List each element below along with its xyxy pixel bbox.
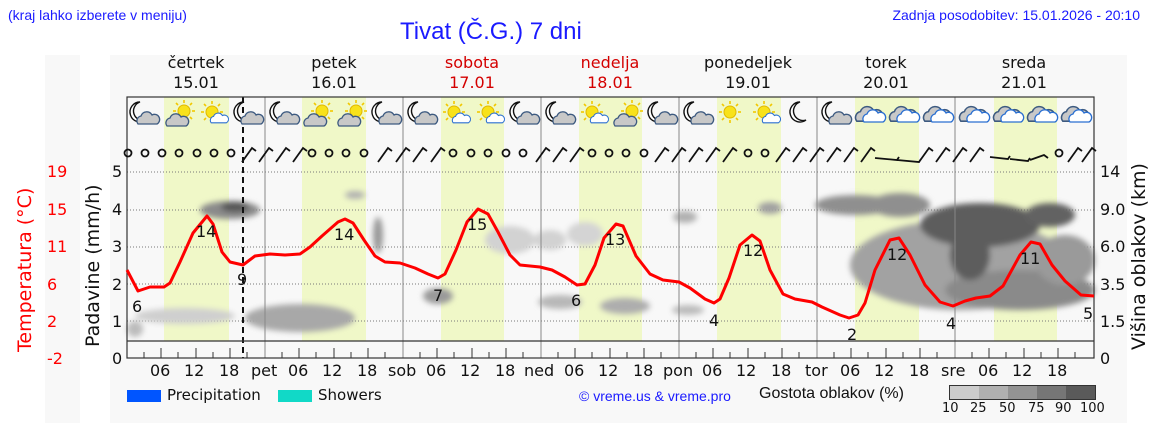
precip-axis-title: Padavine (mm/h) <box>82 184 104 347</box>
legend-precipitation: Precipitation <box>167 386 261 404</box>
temp-label: 15 <box>467 215 488 234</box>
cloud-height-tick: 1.5 <box>1100 312 1126 331</box>
temp-axis-panel <box>45 55 80 423</box>
temp-label: 7 <box>433 286 444 305</box>
x-tick: 12 <box>598 361 619 380</box>
x-tick: 18 <box>771 361 792 380</box>
day-label: četrtek 15.01 <box>167 53 225 92</box>
temp-label: 5 <box>1083 304 1094 323</box>
legend-showers: Showers <box>318 386 382 404</box>
day-label: sreda 21.01 <box>1001 53 1047 92</box>
temp-label: 6 <box>571 291 582 310</box>
precipitation-swatch <box>127 390 161 402</box>
x-tick: 18 <box>219 361 240 380</box>
cloud-height-tick: 14 <box>1100 162 1121 181</box>
x-tick: 06 <box>840 361 861 380</box>
x-tick: 18 <box>495 361 516 380</box>
credit-link[interactable]: © vreme.us & vreme.pro <box>579 388 731 404</box>
scale-label: 10 <box>942 401 959 416</box>
wind-row <box>123 146 1097 163</box>
x-tick: 06 <box>288 361 309 380</box>
x-tick: sob <box>388 361 417 380</box>
x-tick: ned <box>524 361 555 380</box>
cloud-density-title: Gostota oblakov (%) <box>759 385 904 402</box>
precip-tick: 2 <box>112 275 123 294</box>
temp-tick: 11 <box>47 237 68 256</box>
x-tick: 12 <box>736 361 757 380</box>
temp-tick: 15 <box>47 200 68 219</box>
temp-label: 14 <box>334 225 355 244</box>
day-label: nedelja 18.01 <box>580 53 640 92</box>
x-tick: pon <box>663 361 694 380</box>
temp-label: 12 <box>887 245 908 264</box>
temp-label: 11 <box>1020 249 1041 268</box>
x-tick: 12 <box>1012 361 1033 380</box>
precip-tick: 4 <box>112 200 123 219</box>
x-tick: 06 <box>702 361 723 380</box>
temp-tick: 2 <box>47 312 58 331</box>
temp-label: 6 <box>132 297 143 316</box>
scale-label: 100 <box>1080 401 1105 416</box>
x-tick: pet <box>251 361 278 380</box>
grid-lines <box>127 171 1094 322</box>
region-hint[interactable]: (kraj lahko izberete v meniju) <box>8 7 187 23</box>
precip-tick: 1 <box>112 312 123 331</box>
day-separators <box>264 97 956 358</box>
scale-label: 50 <box>999 401 1016 416</box>
temp-label: 4 <box>709 311 720 330</box>
x-tick: 12 <box>184 361 205 380</box>
temp-label: 4 <box>946 314 957 333</box>
day-label: sobota 17.01 <box>444 53 500 92</box>
cloud-height-tick: 3.5 <box>1100 275 1126 294</box>
temp-label: 2 <box>847 325 858 344</box>
x-tick: 12 <box>874 361 895 380</box>
scale-label: 90 <box>1055 401 1072 416</box>
x-tick: 18 <box>633 361 654 380</box>
scale-label: 75 <box>1028 401 1045 416</box>
cloud-height-axis-title: Višina oblakov (km) <box>1128 163 1150 350</box>
x-tick: 18 <box>357 361 378 380</box>
x-tick: 18 <box>1047 361 1068 380</box>
day-label: petek 16.01 <box>311 53 357 92</box>
cloud-density <box>127 191 1095 337</box>
temp-label: 12 <box>743 241 764 260</box>
cloud-height-tick: 6.0 <box>1100 237 1126 256</box>
cloud-height-tick: 9.0 <box>1100 200 1126 219</box>
day-label: torek 20.01 <box>863 53 909 92</box>
precip-tick: 0 <box>112 349 123 368</box>
temp-label: 14 <box>196 222 217 241</box>
last-update: Zadnja posodobitev: 15.01.2026 - 20:10 <box>892 7 1140 23</box>
scale-label: 25 <box>970 401 987 416</box>
x-tick: sre <box>941 361 966 380</box>
day-label: ponedeljek 19.01 <box>704 53 792 92</box>
precip-tick: 5 <box>112 162 123 181</box>
temperature-line <box>125 207 1095 320</box>
cloud-density-scale <box>949 385 1096 400</box>
precip-tick: 3 <box>112 237 123 256</box>
temp-label: 13 <box>605 230 626 249</box>
temp-tick: -2 <box>47 349 63 368</box>
temp-tick: 6 <box>47 275 58 294</box>
x-tick: 12 <box>322 361 343 380</box>
temp-axis-title: Temperatura (°C) <box>14 187 36 352</box>
x-tick: 06 <box>426 361 447 380</box>
x-tick: 06 <box>978 361 999 380</box>
x-tick: 06 <box>564 361 585 380</box>
x-tick-marks <box>143 348 1076 358</box>
showers-swatch <box>278 390 312 402</box>
x-tick: 06 <box>150 361 171 380</box>
x-tick: tor <box>805 361 828 380</box>
x-tick: 18 <box>909 361 930 380</box>
cloud-height-tick: 0 <box>1100 349 1111 368</box>
temp-label: 9 <box>237 270 248 289</box>
temp-tick: 19 <box>47 162 68 181</box>
x-tick: 12 <box>460 361 481 380</box>
page-title: Tivat (Č.G.) 7 dni <box>400 18 582 45</box>
